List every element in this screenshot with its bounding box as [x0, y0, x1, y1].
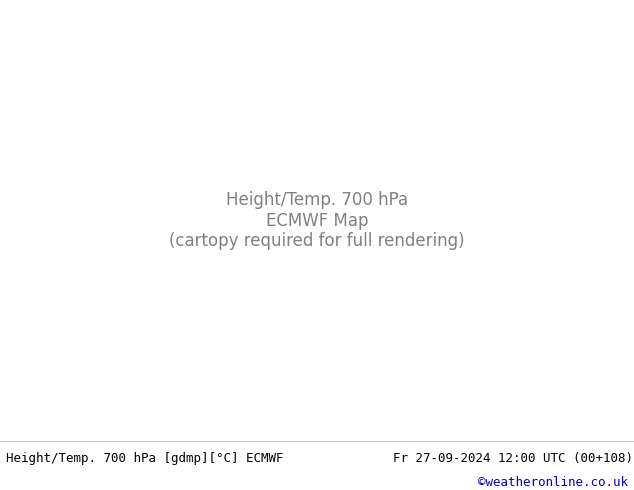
Text: ©weatheronline.co.uk: ©weatheronline.co.uk: [477, 476, 628, 489]
Text: Fr 27-09-2024 12:00 UTC (00+108): Fr 27-09-2024 12:00 UTC (00+108): [393, 452, 633, 465]
Text: Height/Temp. 700 hPa [gdmp][°C] ECMWF: Height/Temp. 700 hPa [gdmp][°C] ECMWF: [6, 452, 284, 465]
Text: Height/Temp. 700 hPa
ECMWF Map
(cartopy required for full rendering): Height/Temp. 700 hPa ECMWF Map (cartopy …: [169, 191, 465, 250]
